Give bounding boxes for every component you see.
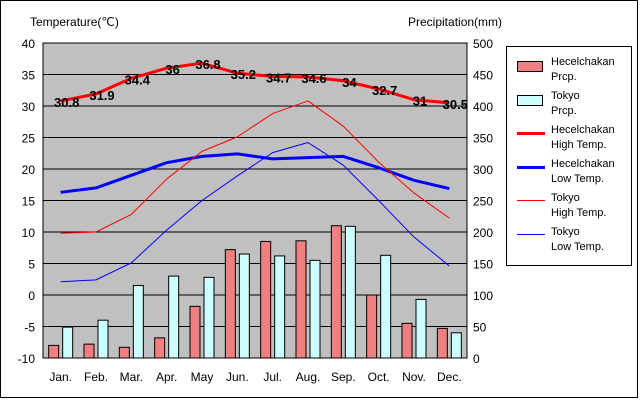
left-tick-label: 0 xyxy=(28,289,35,303)
right-tick-label: 200 xyxy=(473,226,493,240)
left-tick-label: 5 xyxy=(28,258,35,272)
data-label: 34.7 xyxy=(266,70,291,85)
temperature-line xyxy=(60,61,450,105)
legend-label: Hecelchakan Low Temp. xyxy=(551,158,615,185)
precip-bar xyxy=(224,249,236,359)
legend-label: Hecelchakan High Temp. xyxy=(551,124,615,151)
precip-bar xyxy=(168,275,180,359)
precip-bar xyxy=(415,298,427,359)
left-tick-label: -5 xyxy=(24,321,35,335)
precip-bar xyxy=(97,319,109,359)
precip-bar xyxy=(330,225,342,359)
right-tick-label: 500 xyxy=(473,37,493,51)
x-tick-label: Oct. xyxy=(368,370,390,384)
legend-line xyxy=(517,166,545,169)
x-tick-label: Feb. xyxy=(84,370,108,384)
data-label: 31 xyxy=(413,94,427,109)
data-label: 30.5 xyxy=(443,97,468,112)
legend-label: Hecelchakan Prcp. xyxy=(551,56,615,83)
left-tick-label: 35 xyxy=(22,69,36,83)
x-tick-label: Sep. xyxy=(331,370,356,384)
left-tick-label: 20 xyxy=(22,163,36,177)
data-label: 35.2 xyxy=(231,67,256,82)
precip-bar xyxy=(344,225,356,359)
temperature-line xyxy=(60,152,450,194)
precip-bar xyxy=(450,332,462,359)
data-label: 36.8 xyxy=(195,57,220,72)
left-tick-label: 30 xyxy=(22,100,36,114)
legend-item: Hecelchakan Prcp. xyxy=(511,55,631,85)
temperature-line xyxy=(60,100,450,234)
right-axis-label: Precipitation(mm) xyxy=(408,15,502,29)
right-tick-label: 0 xyxy=(473,352,480,366)
precip-bar xyxy=(295,240,307,359)
legend-item: Hecelchakan Low Temp. xyxy=(511,157,631,187)
data-label: 36 xyxy=(165,62,179,77)
x-tick-label: May xyxy=(191,370,214,384)
legend-item: Tokyo Prcp. xyxy=(511,89,631,119)
data-label: 32.7 xyxy=(372,83,397,98)
x-tick-label: Aug. xyxy=(296,370,321,384)
precip-bar xyxy=(154,337,166,359)
legend-item: Tokyo Low Temp. xyxy=(511,225,631,255)
precip-bar xyxy=(238,253,250,359)
x-tick-label: Jul. xyxy=(263,370,282,384)
right-tick-label: 300 xyxy=(473,163,493,177)
data-label: 34.4 xyxy=(125,72,151,87)
precip-bar xyxy=(203,276,215,359)
data-label: 30.8 xyxy=(54,95,79,110)
precip-bar xyxy=(48,344,60,359)
legend-line xyxy=(517,132,545,135)
legend-label: Tokyo Low Temp. xyxy=(551,226,604,253)
x-tick-label: Nov. xyxy=(402,370,426,384)
legend: Hecelchakan Prcp. Tokyo Prcp. Hecelchakan … xyxy=(506,46,632,266)
left-axis-label: Temperature(℃) xyxy=(30,15,119,29)
precip-bar xyxy=(83,343,95,359)
precip-bar xyxy=(260,240,272,359)
x-tick-label: Mar. xyxy=(120,370,143,384)
right-tick-label: 450 xyxy=(473,69,493,83)
left-tick-label: -10 xyxy=(18,352,36,366)
data-label: 34.6 xyxy=(301,71,326,86)
left-tick-label: 25 xyxy=(22,132,36,146)
legend-swatch xyxy=(517,61,543,72)
right-tick-label: 150 xyxy=(473,258,493,272)
left-tick-label: 40 xyxy=(22,37,36,51)
legend-swatch xyxy=(517,95,543,106)
precip-bar xyxy=(380,254,392,359)
right-tick-label: 250 xyxy=(473,195,493,209)
x-tick-label: Dec. xyxy=(437,370,462,384)
plot-area: 4035302520151050-5-105004504003503002502… xyxy=(18,37,494,384)
temperature-line xyxy=(60,142,450,283)
precip-bar xyxy=(132,285,144,359)
data-label: 31.9 xyxy=(89,88,114,103)
precip-bar xyxy=(309,259,321,359)
right-tick-label: 100 xyxy=(473,289,493,303)
precip-bar xyxy=(62,326,74,359)
left-tick-label: 15 xyxy=(22,195,36,209)
data-label: 34 xyxy=(342,75,357,90)
left-tick-label: 10 xyxy=(22,226,36,240)
x-tick-label: Jan. xyxy=(49,370,72,384)
legend-line xyxy=(517,200,545,201)
right-tick-label: 350 xyxy=(473,132,493,146)
precip-bar xyxy=(436,327,448,359)
precip-bar xyxy=(118,346,130,359)
x-tick-label: Apr. xyxy=(156,370,177,384)
legend-item: Hecelchakan High Temp. xyxy=(511,123,631,153)
right-tick-label: 400 xyxy=(473,100,493,114)
legend-label: Tokyo High Temp. xyxy=(551,192,607,219)
precip-bar xyxy=(189,305,201,359)
legend-label: Tokyo Prcp. xyxy=(551,90,580,117)
legend-line xyxy=(517,234,545,235)
x-tick-label: Jun. xyxy=(226,370,249,384)
right-tick-label: 50 xyxy=(473,321,487,335)
precip-bar xyxy=(366,294,378,359)
legend-item: Tokyo High Temp. xyxy=(511,191,631,221)
precip-bar xyxy=(401,322,413,359)
precip-bar xyxy=(274,255,286,359)
